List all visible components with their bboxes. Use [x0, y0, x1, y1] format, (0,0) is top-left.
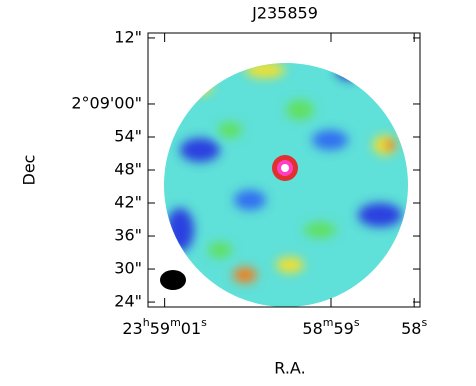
chart-title: J235859 — [251, 4, 318, 23]
y-axis-label: Dec — [20, 155, 39, 186]
beam — [160, 270, 186, 290]
x-tick-label: 58m59s — [302, 316, 359, 338]
y-tick-label: 30" — [114, 259, 142, 278]
y-tick-label: 42" — [114, 193, 142, 212]
x-tick-label: 23h59m01s — [122, 316, 207, 338]
x-tick-label: 58s — [401, 316, 427, 338]
x-axis-label: R.A. — [274, 359, 305, 378]
y-tick-label: 12" — [114, 27, 142, 46]
y-tick-label: 24" — [114, 292, 142, 311]
y-tick-label: 2°09'00" — [71, 93, 142, 112]
y-tick-label: 54" — [114, 126, 142, 145]
y-tick-label: 36" — [114, 226, 142, 245]
y-tick-label: 48" — [114, 160, 142, 179]
sky-map — [164, 63, 408, 307]
